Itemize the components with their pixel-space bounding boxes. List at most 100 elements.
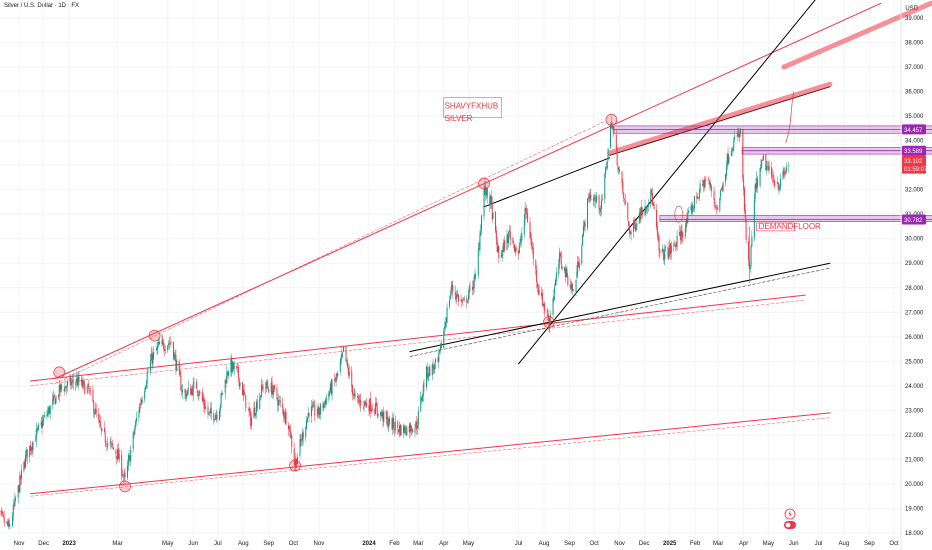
candle-body	[421, 395, 423, 402]
candle-body	[566, 269, 568, 277]
candle-body	[716, 207, 718, 210]
candle-body	[112, 443, 114, 447]
pivot-marker	[543, 316, 555, 328]
candle-body	[708, 180, 710, 185]
candle-body	[285, 411, 287, 425]
candle-body	[460, 299, 462, 301]
x-tick-label: 2024	[362, 541, 376, 547]
candle-body	[6, 521, 8, 526]
candle-body	[233, 365, 235, 369]
x-tick-label: 2025	[663, 541, 677, 547]
candle-body	[569, 285, 571, 288]
candle-body	[596, 195, 598, 203]
countdown-text: 01:59:07	[904, 167, 928, 173]
candle-body	[777, 183, 779, 189]
candle-body	[702, 184, 704, 186]
candle-body	[35, 429, 37, 441]
candle-body	[495, 211, 497, 232]
candle-body	[679, 232, 681, 236]
candle-body	[283, 416, 285, 418]
candle-body	[426, 367, 428, 378]
candle-body	[435, 359, 437, 363]
candle-body	[416, 425, 418, 429]
candle-body	[196, 390, 198, 393]
candle-body	[163, 342, 165, 349]
candle-body	[642, 212, 644, 216]
candle-body	[766, 166, 768, 167]
candle-body	[140, 399, 142, 405]
candle-body	[17, 485, 19, 498]
candle-body	[169, 342, 171, 343]
candle-body	[650, 190, 652, 205]
candle-body	[633, 220, 635, 224]
candle-body	[380, 412, 382, 416]
candle-body	[163, 348, 165, 351]
candle-body	[201, 391, 203, 399]
candle-body	[36, 429, 38, 431]
candle-body	[417, 411, 419, 425]
x-tick-label: Jun	[188, 541, 198, 547]
candle-body	[161, 340, 163, 345]
candle-body	[554, 286, 556, 295]
candle-body	[721, 187, 723, 191]
candle-body	[274, 385, 276, 389]
candle-body	[135, 421, 137, 428]
candle-body	[555, 272, 557, 281]
candle-body	[277, 400, 279, 406]
candle-body	[255, 401, 257, 413]
candle-body	[469, 285, 471, 287]
candle-body	[722, 182, 724, 190]
candle-body	[575, 279, 577, 292]
candle-body	[647, 203, 649, 207]
candle-body	[328, 394, 330, 397]
candle-body	[503, 241, 505, 247]
candle-body	[301, 440, 303, 442]
last-price-tag: 33.102 01:59:07	[902, 155, 928, 174]
y-tick-label: 18.000	[905, 531, 924, 537]
annotation-box	[443, 97, 503, 118]
candle-body	[742, 129, 744, 179]
candle-body	[101, 428, 103, 431]
candle-body	[172, 341, 174, 359]
candle-body	[399, 425, 401, 436]
candle-body	[754, 184, 756, 199]
candle-body	[518, 245, 520, 254]
x-tick-label: Mar	[413, 541, 423, 547]
candle-body	[656, 209, 658, 228]
candle-body	[661, 248, 663, 252]
candle-body	[581, 246, 583, 264]
candle-body	[578, 262, 580, 269]
candle-body	[699, 183, 701, 193]
candle-body	[508, 230, 510, 232]
y-tick-label: 36.000	[905, 90, 924, 96]
candle-body	[205, 406, 207, 409]
candle-body	[668, 251, 670, 259]
trendline	[30, 417, 831, 497]
candle-body	[576, 271, 578, 279]
candle-body	[69, 377, 71, 381]
price-tags: 34.457 33.589 30.782 33.102 01:59:07	[902, 124, 928, 225]
candle-body	[323, 402, 325, 409]
candle-body	[65, 386, 67, 388]
candle-body	[474, 274, 476, 278]
candle-body	[219, 405, 221, 411]
candle-body	[287, 425, 289, 430]
candle-body	[720, 189, 722, 198]
y-tick-label: 39.000	[905, 16, 924, 22]
candle-body	[318, 406, 320, 415]
candle-body	[766, 166, 768, 171]
candle-body	[243, 389, 245, 395]
candle-body	[124, 472, 126, 478]
candle-body	[451, 284, 453, 289]
candle-body	[41, 422, 43, 428]
candle-body	[411, 430, 413, 432]
candle-body	[619, 169, 621, 172]
candle-body	[199, 391, 201, 395]
candle-body	[405, 432, 407, 435]
candle-body	[130, 449, 132, 461]
candle-body	[757, 179, 759, 188]
candle-body	[293, 448, 295, 463]
candle-body	[507, 235, 509, 243]
candle-body	[174, 354, 176, 357]
